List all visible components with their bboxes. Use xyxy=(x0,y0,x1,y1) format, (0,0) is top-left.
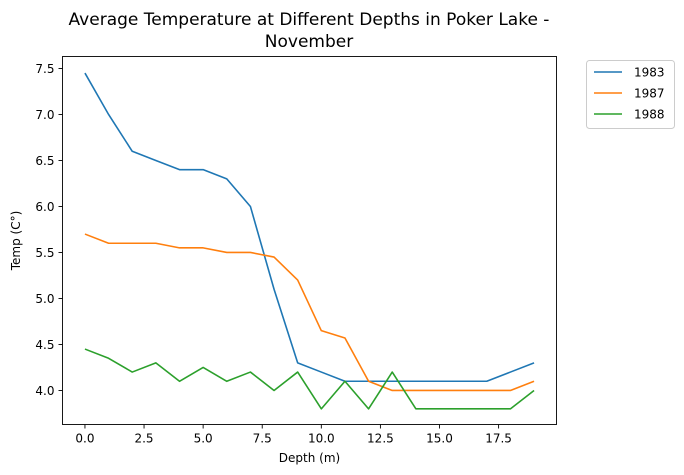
chart-title-line-2: November xyxy=(265,32,353,52)
y-tick-label: 7.5 xyxy=(35,62,54,76)
y-tick-label: 4.0 xyxy=(35,384,54,398)
y-axis-ticks: 4.0 4.5 5.0 5.5 6.0 6.5 7.0 7.5 xyxy=(35,62,63,398)
legend-box xyxy=(586,60,675,129)
series-line-1987 xyxy=(84,233,535,392)
chart-title-line-1: Average Temperature at Different Depths … xyxy=(69,10,550,30)
legend-label-1988: 1988 xyxy=(634,108,665,122)
x-tick-label: 15.0 xyxy=(426,432,453,446)
x-tick-label: 2.5 xyxy=(134,432,153,446)
series-line-1988 xyxy=(84,348,535,410)
x-tick-label: 17.5 xyxy=(485,432,512,446)
y-tick-label: 6.0 xyxy=(35,200,54,214)
x-tick-label: 7.5 xyxy=(253,432,272,446)
x-axis-ticks: 0.0 2.5 5.0 7.5 10.0 12.5 15.0 17.5 xyxy=(75,424,512,446)
legend-label-1987: 1987 xyxy=(634,87,665,101)
y-tick-label: 5.0 xyxy=(35,292,54,306)
legend-items: 1983 1987 1988 xyxy=(594,66,665,122)
x-tick-label: 12.5 xyxy=(367,432,394,446)
series-line-1983 xyxy=(84,72,535,383)
x-tick-label: 0.0 xyxy=(75,432,94,446)
series-lines xyxy=(84,72,535,410)
y-tick-label: 5.5 xyxy=(35,246,54,260)
legend: 1983 1987 1988 xyxy=(586,60,675,129)
y-tick-label: 7.0 xyxy=(35,108,54,122)
y-axis-label: Temp (C°) xyxy=(9,211,23,272)
plot-frame xyxy=(62,56,557,425)
x-tick-label: 10.0 xyxy=(308,432,335,446)
x-axis-label: Depth (m) xyxy=(279,451,340,465)
y-tick-label: 6.5 xyxy=(35,154,54,168)
legend-label-1983: 1983 xyxy=(634,66,665,80)
y-tick-label: 4.5 xyxy=(35,338,54,352)
x-tick-label: 5.0 xyxy=(194,432,213,446)
